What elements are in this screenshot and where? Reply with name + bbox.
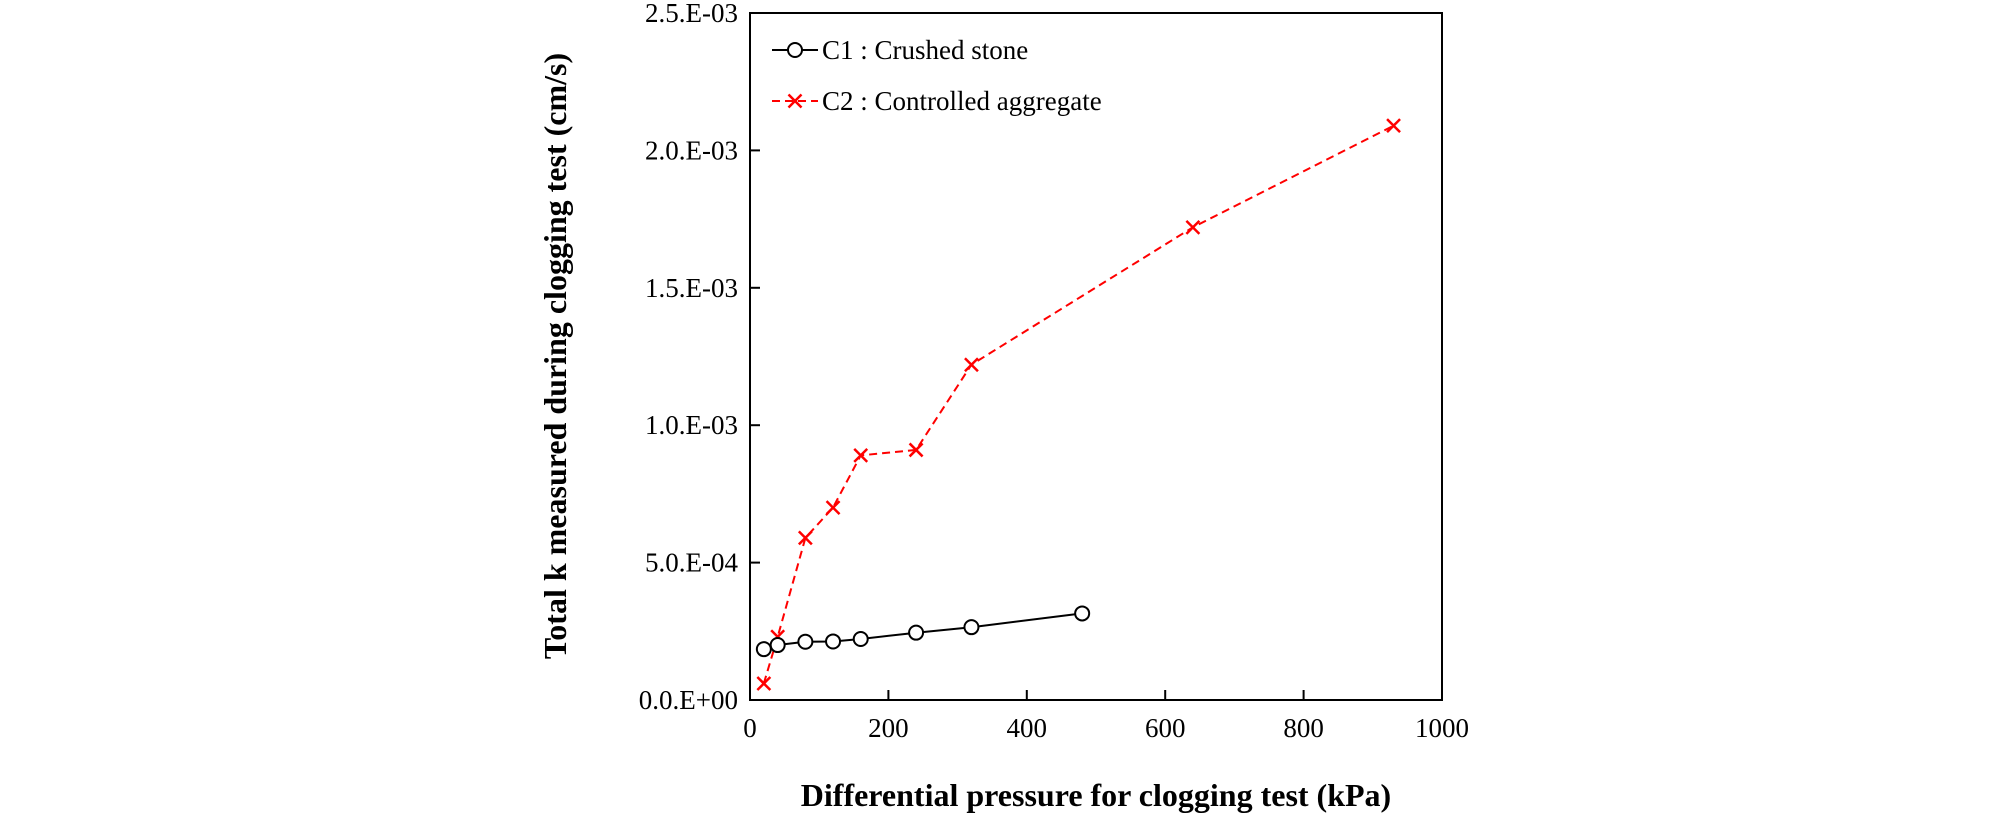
x-tick-label: 200 (868, 713, 909, 743)
data-point (825, 633, 842, 650)
data-point (755, 641, 772, 658)
data-point (1074, 605, 1091, 622)
data-point (825, 500, 841, 516)
marker-stroke (964, 357, 979, 373)
data-point (1386, 118, 1401, 134)
marker-stroke (756, 676, 772, 691)
plot-area (749, 12, 1443, 701)
y-axis-title: Total k measured during clogging test (c… (537, 53, 573, 659)
series-2 (756, 118, 1401, 691)
legend-item-1: C1 : Crushed stone (772, 35, 1028, 65)
series-layer (755, 118, 1401, 691)
x-axis: 0 200 400 600 800 1000 (743, 690, 1469, 743)
x-tick-label: 600 (1145, 713, 1186, 743)
y-tick-label: 2.5.E-03 (645, 0, 738, 28)
x-tick-label: 800 (1283, 713, 1324, 743)
y-tick-label: 1.0.E-03 (645, 410, 738, 440)
data-point (963, 619, 980, 636)
marker-stroke (908, 442, 924, 458)
data-point (853, 448, 869, 463)
marker-stroke (853, 448, 869, 463)
y-axis: 0.0.E+00 5.0.E-04 1.0.E-03 1.5.E-03 2.0.E-03… (639, 0, 760, 715)
data-point (769, 637, 786, 654)
legend-marker (787, 93, 803, 109)
data-point (852, 630, 869, 647)
legend-item-2: C2 : Controlled aggregate (772, 86, 1102, 116)
data-point (908, 442, 924, 458)
legend-label: C2 : Controlled aggregate (822, 86, 1102, 116)
series-1 (755, 605, 1091, 658)
data-point (1185, 219, 1201, 235)
data-point (964, 357, 979, 373)
legend-label: C1 : Crushed stone (822, 35, 1028, 65)
legend-marker (787, 42, 803, 58)
x-tick-label: 0 (743, 713, 757, 743)
data-point (756, 676, 772, 691)
x-tick-label: 400 (1007, 713, 1048, 743)
data-point (908, 624, 925, 641)
marker-stroke (1386, 118, 1401, 134)
data-point (797, 530, 813, 546)
marker-stroke (797, 530, 813, 546)
y-tick-label: 2.0.E-03 (645, 135, 738, 165)
x-axis-title: Differential pressure for clogging test … (801, 777, 1391, 813)
legend: C1 : Crushed stone C2 : Controlled aggreg… (772, 35, 1102, 116)
marker-stroke (1185, 219, 1201, 235)
y-tick-label: 0.0.E+00 (639, 685, 738, 715)
marker-stroke (787, 93, 803, 109)
data-point (797, 633, 814, 650)
y-tick-label: 5.0.E-04 (645, 548, 738, 578)
y-tick-label: 1.5.E-03 (645, 273, 738, 303)
series-line (762, 124, 1395, 684)
marker-stroke (825, 500, 841, 516)
x-tick-label: 1000 (1415, 713, 1469, 743)
